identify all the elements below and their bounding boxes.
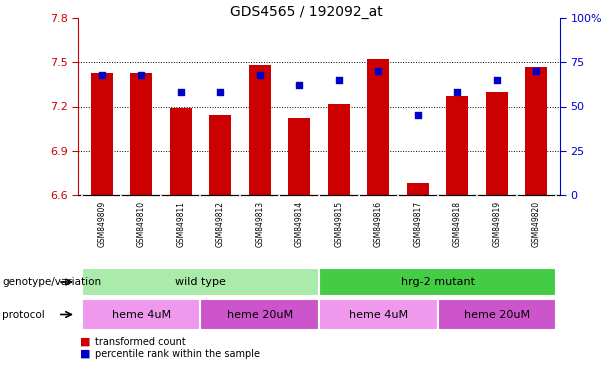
Bar bbox=[446, 96, 468, 195]
Point bbox=[136, 71, 146, 78]
Bar bbox=[200, 299, 319, 330]
Bar bbox=[82, 299, 200, 330]
Bar bbox=[328, 104, 349, 195]
Point bbox=[413, 112, 423, 118]
Point bbox=[531, 68, 541, 74]
Bar bbox=[82, 268, 319, 296]
Text: GSM849816: GSM849816 bbox=[374, 200, 383, 247]
Text: ■: ■ bbox=[80, 349, 91, 359]
Text: GSM849814: GSM849814 bbox=[295, 200, 304, 247]
Text: GSM849817: GSM849817 bbox=[413, 200, 422, 247]
Bar bbox=[407, 183, 428, 195]
Point bbox=[334, 77, 344, 83]
Text: ■: ■ bbox=[80, 337, 91, 347]
Text: hrg-2 mutant: hrg-2 mutant bbox=[400, 277, 474, 287]
Bar bbox=[319, 299, 438, 330]
Bar bbox=[367, 59, 389, 195]
Text: percentile rank within the sample: percentile rank within the sample bbox=[96, 349, 261, 359]
Text: GSM849811: GSM849811 bbox=[176, 200, 185, 247]
Bar bbox=[319, 268, 556, 296]
Text: GSM849810: GSM849810 bbox=[137, 200, 146, 247]
Bar bbox=[288, 118, 310, 195]
Bar bbox=[131, 73, 152, 195]
Point bbox=[294, 82, 304, 88]
Point bbox=[373, 68, 383, 74]
Text: GSM849818: GSM849818 bbox=[453, 200, 462, 247]
Text: GSM849820: GSM849820 bbox=[532, 200, 541, 247]
Text: GSM849809: GSM849809 bbox=[97, 200, 106, 247]
Text: GDS4565 / 192092_at: GDS4565 / 192092_at bbox=[230, 5, 383, 19]
Text: heme 20uM: heme 20uM bbox=[463, 310, 530, 319]
Text: protocol: protocol bbox=[2, 310, 45, 319]
Text: genotype/variation: genotype/variation bbox=[2, 277, 101, 287]
Point bbox=[97, 71, 107, 78]
Text: GSM849813: GSM849813 bbox=[255, 200, 264, 247]
Text: heme 4uM: heme 4uM bbox=[349, 310, 408, 319]
Point bbox=[176, 89, 186, 95]
Point bbox=[255, 71, 265, 78]
Bar bbox=[486, 92, 508, 195]
Bar bbox=[91, 73, 113, 195]
Bar bbox=[525, 67, 547, 195]
Point bbox=[452, 89, 462, 95]
Text: wild type: wild type bbox=[175, 277, 226, 287]
Point bbox=[492, 77, 501, 83]
Text: heme 4uM: heme 4uM bbox=[112, 310, 171, 319]
Text: GSM849819: GSM849819 bbox=[492, 200, 501, 247]
Text: GSM849815: GSM849815 bbox=[334, 200, 343, 247]
Text: GSM849812: GSM849812 bbox=[216, 200, 225, 247]
Bar bbox=[249, 65, 270, 195]
Text: transformed count: transformed count bbox=[96, 337, 186, 347]
Bar bbox=[210, 115, 231, 195]
Text: heme 20uM: heme 20uM bbox=[227, 310, 293, 319]
Bar bbox=[170, 108, 192, 195]
Point bbox=[215, 89, 225, 95]
Bar bbox=[438, 299, 556, 330]
